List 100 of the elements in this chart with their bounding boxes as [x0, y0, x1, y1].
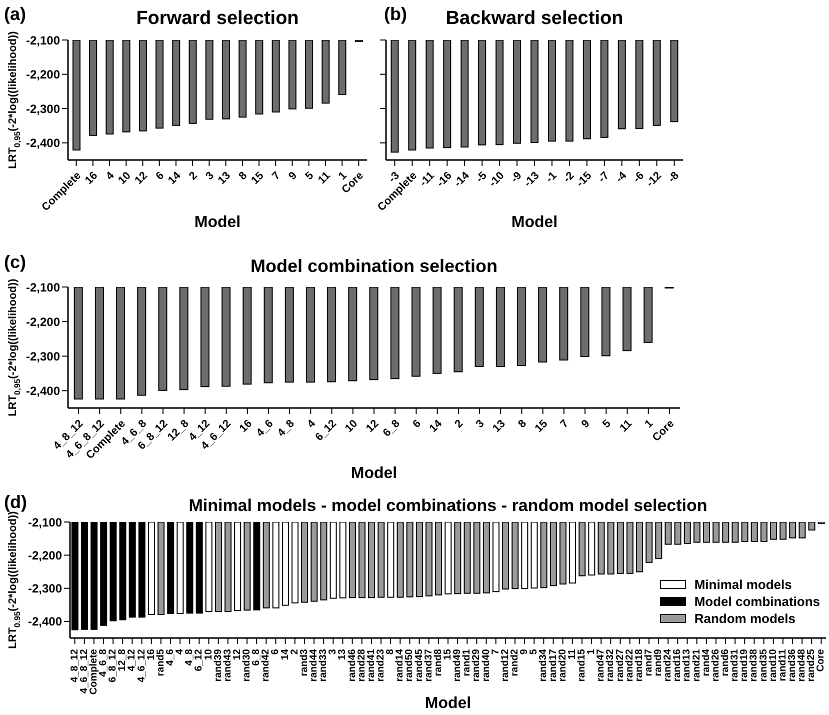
x-tick-label: rand47 [596, 648, 607, 682]
x-tick-label: rand32 [605, 648, 616, 682]
x-tick-label: 12 [364, 418, 382, 435]
x-tick-label: 12_8 [117, 648, 128, 672]
x-tick-label: 13 [337, 648, 348, 660]
x-tick-label: rand28 [356, 648, 368, 682]
x-tick-label: 12 [232, 648, 243, 660]
x-tick-label: -8 [666, 170, 682, 186]
x-tick-label: 4 [104, 169, 118, 183]
text: (a) [4, 4, 26, 25]
text: (d) [4, 492, 27, 512]
x-tick-label: 11 [618, 418, 634, 434]
x-tick-label: 6 [410, 418, 424, 431]
x-tick-label: 6_8 [251, 648, 262, 666]
y-tick-label: -2,400 [26, 136, 60, 150]
x-tick-label: rand41 [366, 648, 377, 682]
x-tick-label: 4 [174, 648, 186, 655]
x-tick-label: rand24 [662, 648, 674, 682]
x-tick-label: 2 [289, 648, 300, 655]
x-tick-label: 3 [204, 170, 216, 183]
x-axis-title: Model [510, 214, 559, 232]
y-tick-label: -2,400 [28, 614, 62, 629]
x-tick-label: 4 [305, 417, 319, 431]
x-tick-label: 14 [280, 648, 291, 660]
x-tick-label: Core [816, 648, 827, 672]
x-tick-label: rand34 [538, 648, 550, 682]
x-tick-label: -6 [631, 170, 647, 186]
x-tick-label: rand27 [614, 648, 626, 682]
x-tick-label: 2 [186, 170, 200, 183]
x-axis-title: Model [193, 214, 242, 232]
x-tick-label: rand45 [414, 648, 425, 682]
x-tick-label: rand4 [700, 648, 712, 676]
x-tick-label: -14 [452, 169, 472, 190]
x-tick-label: rand35 [758, 648, 770, 682]
x-tick-label: rand31 [730, 648, 741, 682]
x-tick-label: rand29 [471, 648, 482, 682]
x-tick-label: 4_8 [184, 648, 196, 666]
x-tick-label: 4_6 [254, 418, 276, 440]
x-tick-label: rand36 [787, 648, 798, 682]
x-tick-label: rand48 [796, 648, 808, 682]
x-tick-label: rand30 [242, 648, 253, 682]
x-tick-label: 1 [586, 648, 598, 655]
x-tick-label: rand44 [308, 648, 320, 682]
y-tick-label: -2,100 [26, 280, 60, 294]
x-tick-label: 15 [249, 170, 266, 187]
x-tick-label: rand37 [423, 648, 434, 682]
x-tick-label: 4_6 [164, 648, 176, 666]
x-tick-label: 6 [154, 170, 167, 183]
x-tick-label: 5 [600, 418, 614, 431]
x-tick-label: rand13 [682, 648, 693, 682]
x-tick-label: -16 [434, 170, 454, 190]
x-tick-label: rand19 [739, 648, 750, 682]
x-tick-label: rand9 [653, 648, 664, 676]
y-tick-label: -2,100 [28, 515, 62, 530]
x-tick-label: 8 [236, 170, 250, 183]
y-tick-label: -2,200 [26, 314, 60, 329]
x-tick-label: -13 [522, 170, 542, 190]
x-tick-label: rand38 [748, 648, 760, 682]
x-tick-label: 16 [146, 648, 157, 660]
y-tick-label: -2,300 [26, 102, 60, 116]
x-tick-label: rand16 [672, 648, 684, 682]
x-tick-label: 4_8 [275, 418, 297, 440]
x-tick-label: 16 [82, 170, 100, 187]
x-tick-label: rand42 [260, 648, 272, 682]
x-tick-label: 14 [166, 169, 184, 187]
x-tick-label: rand43 [222, 648, 234, 682]
legend-label: Model combinations [694, 594, 820, 609]
chart-title: Forward selection [136, 8, 299, 29]
x-tick-label: rand23 [376, 648, 387, 682]
x-tick-label: 4_6_8_12 [78, 648, 90, 694]
y-tick-label: -2,400 [26, 384, 60, 398]
x-tick-label: 13 [216, 170, 234, 187]
x-tick-label: rand5 [155, 648, 166, 676]
x-tick-label: rand18 [634, 648, 645, 682]
x-tick-label: 6_12 [194, 648, 205, 672]
x-tick-label: 10 [116, 170, 134, 187]
x-tick-label: rand10 [768, 648, 779, 682]
x-tick-label: rand22 [624, 648, 636, 682]
x-tick-label: 16 [237, 418, 255, 435]
x-tick-label: -10 [487, 170, 507, 190]
x-tick-label: rand50 [404, 648, 416, 682]
x-tick-label: 7 [270, 170, 283, 183]
x-axis-title: Model [350, 465, 398, 483]
y-tick-label: -2,200 [26, 68, 60, 82]
x-tick-label: 15 [532, 418, 550, 435]
x-tick-label: 9 [579, 418, 592, 431]
x-tick-label: -12 [644, 170, 664, 190]
chart-title: Backward selection [446, 8, 624, 29]
x-tick-label: 5 [528, 648, 540, 655]
legend-label: Random models [694, 611, 796, 626]
y-tick-label: -2,100 [26, 33, 60, 48]
x-tick-label: -11 [418, 170, 437, 190]
x-tick-label: rand26 [710, 648, 722, 682]
x-tick-label: Complete [88, 648, 100, 695]
x-tick-label: rand21 [691, 648, 702, 682]
x-tick-label: 3 [328, 648, 339, 655]
x-tick-label: 14 [427, 417, 446, 435]
x-tick-label: -1 [544, 170, 560, 186]
x-tick-label: 12 [132, 170, 150, 187]
x-axis-title: Model [424, 695, 472, 713]
